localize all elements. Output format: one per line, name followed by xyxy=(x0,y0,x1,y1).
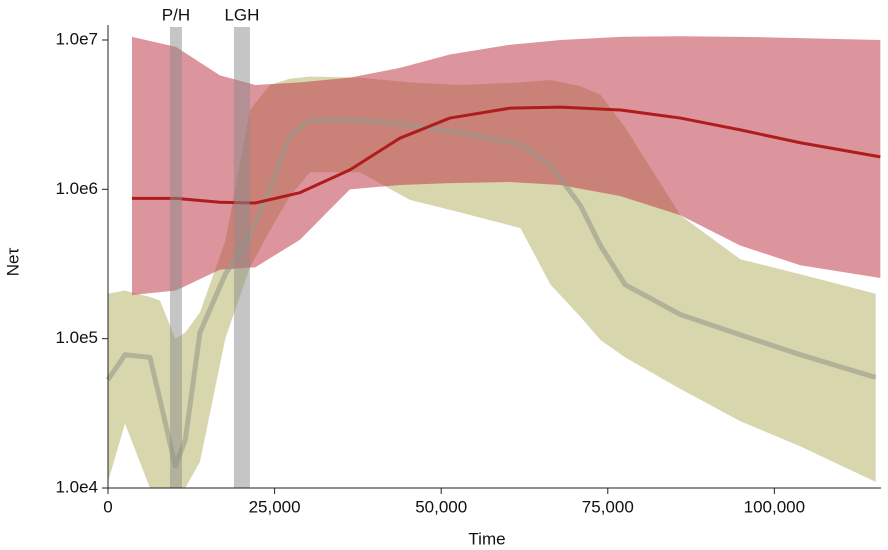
x-tick-label: 25,000 xyxy=(249,497,301,516)
period-label: LGH xyxy=(224,5,259,24)
x-tick-label: 0 xyxy=(103,497,112,516)
x-tick-label: 75,000 xyxy=(582,497,634,516)
x-tick-label: 100,000 xyxy=(744,497,805,516)
y-tick-label: 1.0e7 xyxy=(55,29,98,48)
period-bar xyxy=(233,27,250,488)
y-tick-label: 1.0e4 xyxy=(55,477,98,496)
confidence-band xyxy=(131,36,881,296)
y-tick-label: 1.0e5 xyxy=(55,328,98,347)
y-axis-label: Neτ xyxy=(3,247,22,276)
x-tick-label: 50,000 xyxy=(415,497,467,516)
period-bar xyxy=(169,27,182,488)
x-axis-label: Time xyxy=(468,529,505,548)
median-line xyxy=(131,105,881,205)
y-tick-label: 1.0e6 xyxy=(55,179,98,198)
period-label: P/H xyxy=(162,5,190,24)
